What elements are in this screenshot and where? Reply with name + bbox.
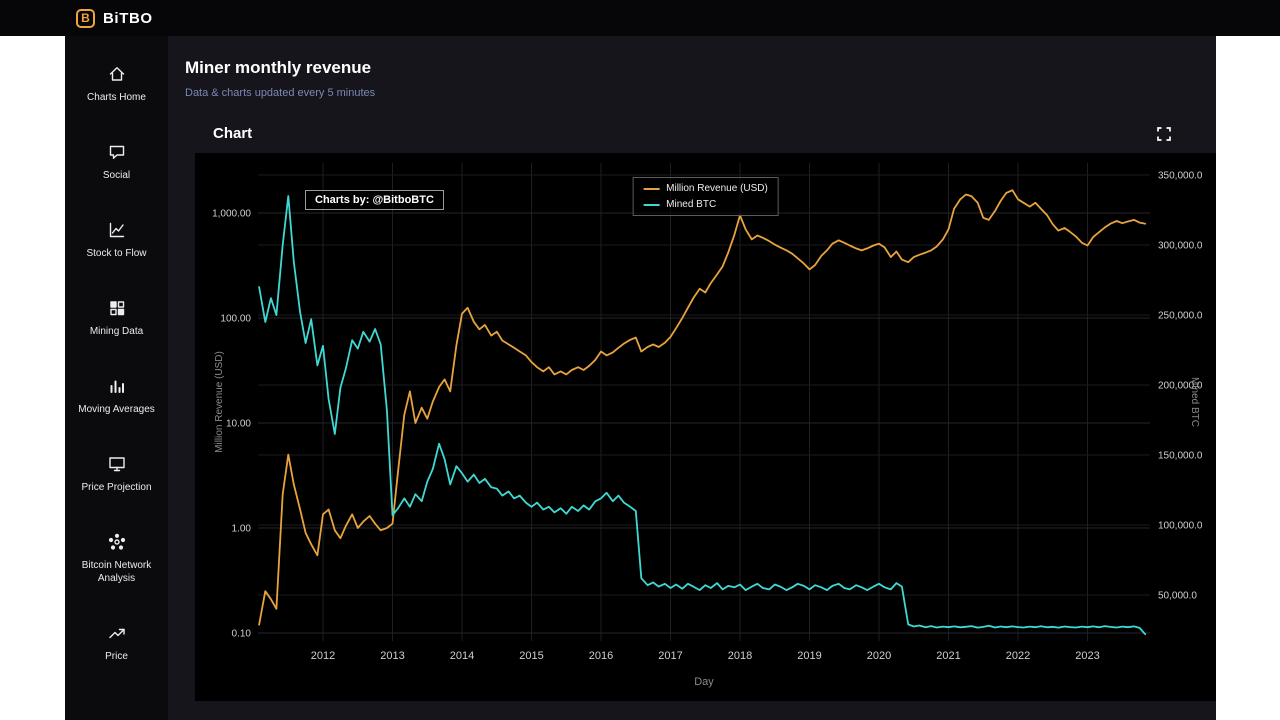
page-subtitle: Data & charts updated every 5 minutes xyxy=(185,87,376,99)
app-body: Charts Home Social Stock to Flow Mining Dat… xyxy=(65,36,1216,720)
x-tick-label: 2022 xyxy=(1006,650,1030,662)
series-line-mined-btc xyxy=(258,195,1147,636)
sidebar-item-label: Bitcoin Network Analysis xyxy=(81,560,152,584)
page-title: Miner monthly revenue xyxy=(185,58,372,77)
x-tick-label: 2023 xyxy=(1075,650,1099,662)
chat-icon xyxy=(107,142,127,162)
y-tick-label-right: 250,000.0 xyxy=(1158,311,1203,322)
top-bar: B BiTBO xyxy=(0,0,1280,36)
y-tick-label-left: 10.00 xyxy=(226,419,251,430)
x-tick-label: 2012 xyxy=(311,650,335,662)
bar-chart-icon xyxy=(107,376,127,396)
chart-section-title: Chart xyxy=(213,125,253,142)
trend-up-icon xyxy=(107,623,127,643)
expand-icon xyxy=(1157,126,1171,141)
sidebar-item-label: Price Projection xyxy=(81,482,152,493)
fullscreen-button[interactable] xyxy=(1157,126,1171,141)
y-tick-label-left: 0.10 xyxy=(232,629,252,640)
legend-item-mined-btc[interactable]: Mined BTC xyxy=(643,199,768,210)
monitor-icon xyxy=(107,454,127,474)
blocks-icon xyxy=(107,298,127,318)
y-tick-label-right: 300,000.0 xyxy=(1158,241,1203,252)
y-tick-label-right: 200,000.0 xyxy=(1158,381,1203,392)
y-tick-label-right: 150,000.0 xyxy=(1158,451,1203,462)
sidebar: Charts Home Social Stock to Flow Mining Dat… xyxy=(65,36,168,720)
home-icon xyxy=(107,64,127,84)
legend-item-revenue[interactable]: Million Revenue (USD) xyxy=(643,183,768,194)
y-tick-label-left: 1,000.00 xyxy=(212,209,251,220)
chart-section-header: Chart xyxy=(213,125,1216,142)
y-tick-label-right: 350,000.0 xyxy=(1158,171,1203,182)
x-tick-label: 2019 xyxy=(797,650,821,662)
y-tick-label-left: 1.00 xyxy=(232,524,252,535)
sidebar-item-price-projection[interactable]: Price Projection xyxy=(68,444,166,504)
y-tick-label-right: 50,000.0 xyxy=(1158,591,1197,602)
bitbo-logo-icon: B xyxy=(76,8,95,28)
legend-line-revenue xyxy=(643,187,660,190)
sidebar-item-label: Stock to Flow xyxy=(86,248,147,259)
series-line-revenue xyxy=(258,189,1147,626)
y-tick-label-right: 100,000.0 xyxy=(1158,521,1203,532)
left-axis-title: Million Revenue (USD) xyxy=(214,351,225,453)
y-tick-label-left: 100.00 xyxy=(220,314,251,325)
legend-label-mined-btc: Mined BTC xyxy=(666,199,717,210)
sidebar-item-price[interactable]: Price xyxy=(68,613,166,673)
sidebar-item-stock-to-flow[interactable]: Stock to Flow xyxy=(68,210,166,270)
sidebar-item-label: Price xyxy=(105,651,128,662)
chart-canvas[interactable]: 2012 2013 2014 2015 2016 2017 2018 2019 2020 2021… xyxy=(195,153,1216,701)
sidebar-item-label: Charts Home xyxy=(87,92,146,103)
legend-label-revenue: Million Revenue (USD) xyxy=(666,183,768,194)
sidebar-item-charts-home[interactable]: Charts Home xyxy=(68,54,166,114)
sidebar-item-label: Moving Averages xyxy=(78,404,155,415)
sidebar-item-label: Social xyxy=(102,170,131,181)
x-tick-label: 2020 xyxy=(867,650,891,662)
sidebar-item-bitcoin-network-analysis[interactable]: Bitcoin Network Analysis xyxy=(68,522,166,595)
main-content: Miner monthly revenue Data & charts upda… xyxy=(168,36,1216,720)
bitbo-logo-text: BiTBO xyxy=(103,9,153,27)
network-icon xyxy=(107,532,127,552)
x-tick-label: 2015 xyxy=(519,650,543,662)
x-tick-label: 2021 xyxy=(936,650,960,662)
x-tick-label: 2014 xyxy=(450,650,474,662)
x-tick-label: 2016 xyxy=(589,650,613,662)
sidebar-item-label: Mining Data xyxy=(89,326,144,337)
sidebar-item-mining-data[interactable]: Mining Data xyxy=(68,288,166,348)
line-chart-icon xyxy=(107,220,127,240)
chart-watermark: Charts by: @BitboBTC xyxy=(305,190,444,210)
x-axis-title: Day xyxy=(694,676,714,688)
chart-card[interactable]: 2012 2013 2014 2015 2016 2017 2018 2019 2020 2021… xyxy=(195,153,1216,701)
sidebar-item-social[interactable]: Social xyxy=(68,132,166,192)
right-axis-title: Mined BTC xyxy=(1189,377,1200,427)
x-tick-label: 2013 xyxy=(380,650,404,662)
legend-line-mined-btc xyxy=(643,203,660,206)
sidebar-item-moving-averages[interactable]: Moving Averages xyxy=(68,366,166,426)
bitbo-logo[interactable]: B BiTBO xyxy=(76,8,153,28)
chart-legend: Million Revenue (USD) Mined BTC xyxy=(632,177,779,216)
x-tick-label: 2018 xyxy=(728,650,752,662)
x-tick-label: 2017 xyxy=(658,650,682,662)
